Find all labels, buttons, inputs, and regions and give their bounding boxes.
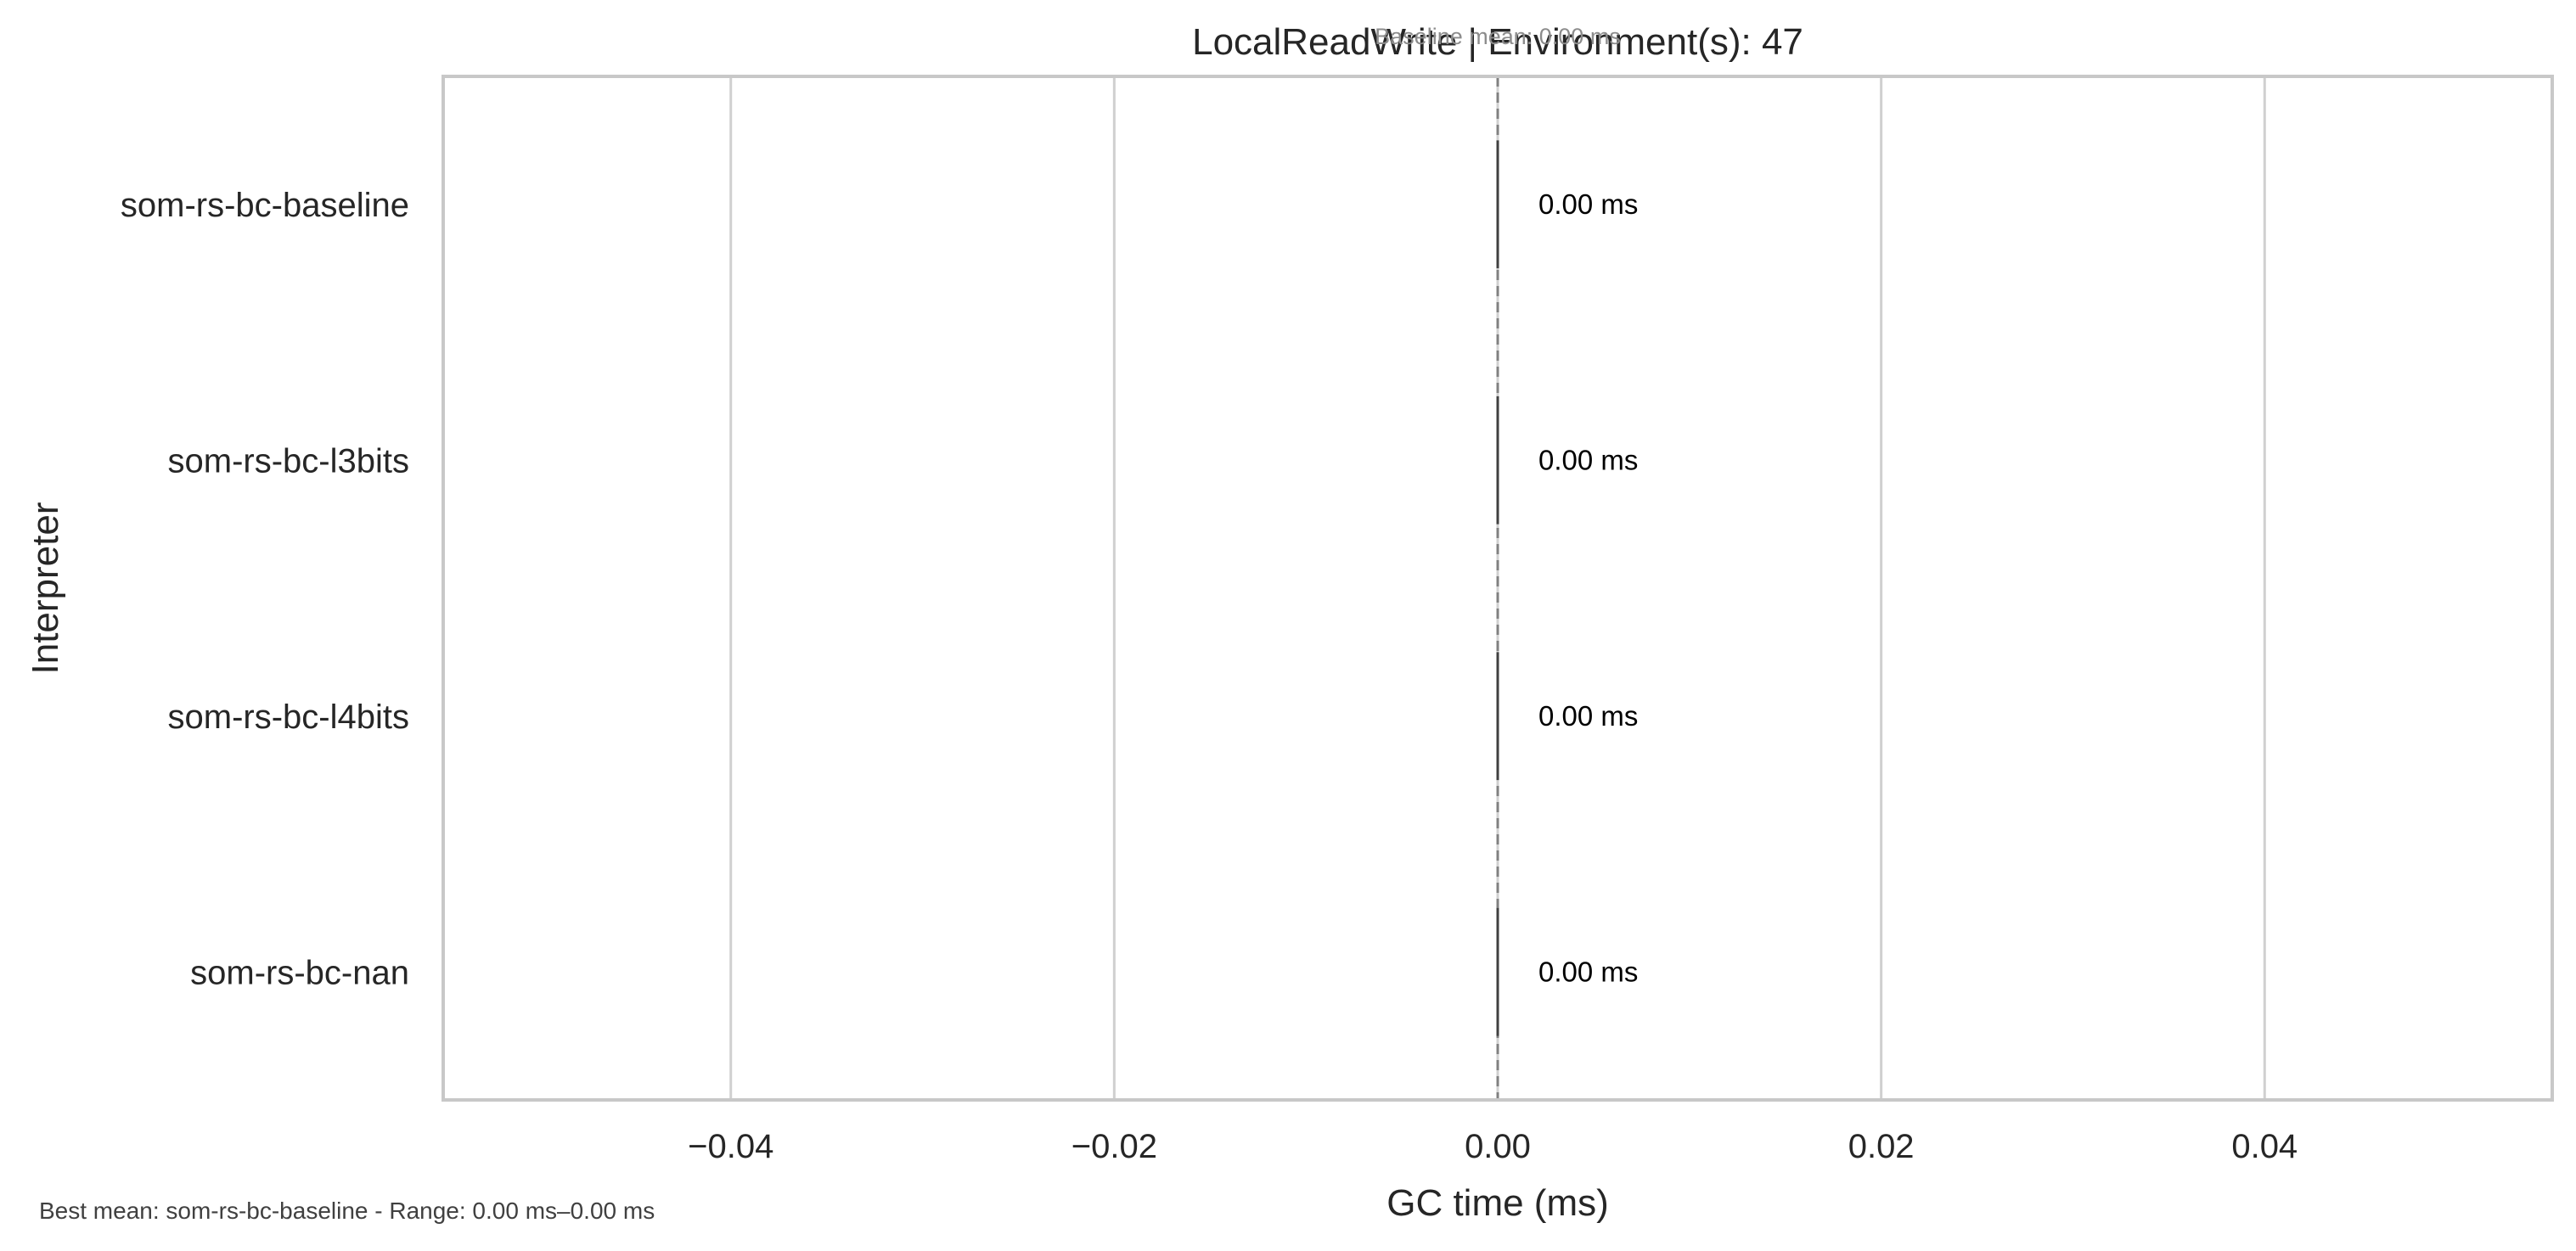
bar [1496, 395, 1499, 525]
y-tick-label: som-rs-bc-nan [190, 954, 409, 991]
chart-title: LocalReadWrite | Environment(s): 47 [1192, 21, 1803, 63]
y-tick-label: som-rs-bc-l3bits [168, 442, 409, 480]
x-axis-label: GC time (ms) [1386, 1182, 1609, 1224]
bars [1496, 140, 1499, 1036]
y-tick-label: som-rs-bc-l4bits [168, 698, 409, 736]
x-tick-label: −0.02 [1071, 1128, 1157, 1165]
y-tick-label: som-rs-bc-baseline [121, 187, 409, 224]
bar [1496, 907, 1499, 1036]
data-labels: 0.00 ms 0.00 ms 0.00 ms 0.00 ms [1538, 188, 1638, 988]
footnote: Best mean: som-rs-bc-baseline - Range: 0… [39, 1198, 655, 1224]
x-tick-label: 0.04 [2231, 1128, 2298, 1165]
x-tick-label: −0.04 [688, 1128, 773, 1165]
baseline-mean-label: Baseline mean: 0.00 ms [1375, 24, 1621, 49]
plot-frame [442, 75, 2554, 1102]
x-tick-label: 0.02 [1848, 1128, 1915, 1165]
y-tick-labels: som-rs-bc-baseline som-rs-bc-l3bits som-rs… [121, 187, 409, 992]
data-label: 0.00 ms [1538, 444, 1638, 475]
data-label: 0.00 ms [1538, 188, 1638, 220]
y-axis-label: Interpreter [25, 502, 66, 675]
x-tick-labels: −0.04 −0.02 0.00 0.02 0.04 [688, 1128, 2298, 1165]
bar [1496, 140, 1499, 269]
data-label: 0.00 ms [1538, 700, 1638, 732]
x-tick-label: 0.00 [1465, 1128, 1531, 1165]
data-label: 0.00 ms [1538, 956, 1638, 987]
bar [1496, 652, 1499, 781]
